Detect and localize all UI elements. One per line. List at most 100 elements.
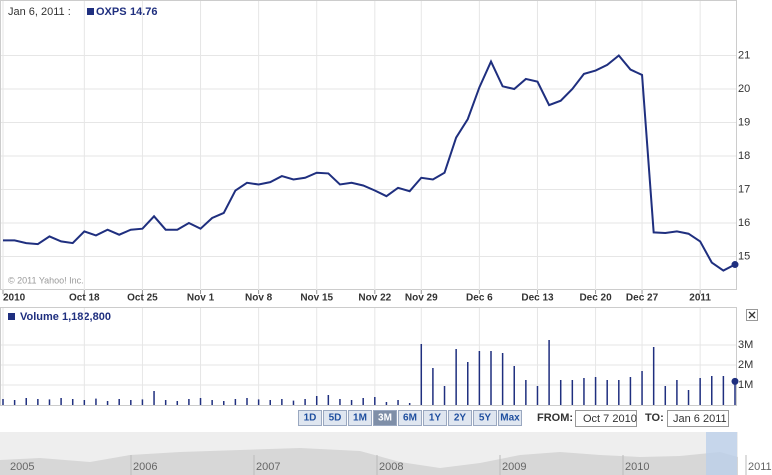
volume-legend-name: Volume [20,311,59,323]
range-button[interactable] [373,410,397,426]
volume-bar [118,399,120,405]
price-frame [0,0,737,290]
to-value: Jan 6 2011 [673,413,727,425]
volume-bar [548,340,550,405]
x-tick-label: Oct 25 [127,293,158,304]
volume-bar [83,400,86,405]
x-tick-label: Dec 20 [579,293,612,304]
navigator-selection[interactable] [706,432,737,475]
range-button-label: 5Y [479,413,492,424]
volume-bar [292,400,295,405]
volume-bar [455,349,457,405]
legend-name: OXPS [96,6,127,18]
volume-bar [641,371,643,405]
volume-bar [478,351,481,405]
from-input[interactable] [575,410,637,427]
volume-bar [2,399,4,405]
volume-bar [304,399,306,405]
navigator-year: 2011 [748,461,772,473]
volume-bar [513,366,515,405]
close-button[interactable] [746,309,758,321]
volume-frame [0,307,737,406]
volume-bar [176,401,179,405]
volume-bar [664,386,667,405]
volume-bar [408,403,411,405]
range-button-label: 1M [353,413,367,424]
volume-bar [420,344,423,405]
range-button-label: 1Y [429,413,442,424]
navigator-year: 2009 [502,461,526,473]
x-tick-label: Nov 15 [300,293,333,304]
legend-value: 14.76 [130,6,158,18]
range-button[interactable] [298,410,322,426]
range-button-label: 2Y [454,413,467,424]
x-tick-label: Nov 29 [405,293,438,304]
x-tick-label: Nov 8 [245,293,273,304]
navigator-year: 2005 [10,461,34,473]
volume-bar [711,376,713,405]
volume-bar [443,386,446,405]
copyright: © 2011 Yahoo! Inc. [8,275,84,285]
range-button[interactable] [323,410,347,426]
volume-bar [385,402,388,405]
volume-bar [71,399,74,405]
volume-bar [223,401,225,405]
legend-swatch [87,8,94,15]
y-tick-label: 1M [738,379,753,391]
y-tick-label: 3M [738,339,753,351]
range-button-label: 6M [403,413,417,424]
volume-bar [269,400,271,405]
volume-bar [25,398,27,405]
volume-bar [362,398,364,405]
x-tick-label: 2010 [3,293,26,304]
volume-bar [60,398,62,405]
date-label: Jan 6, 2011 : [8,6,71,18]
volume-bar [397,400,399,405]
x-tick-label: Nov 22 [358,293,391,304]
range-button-label: Max [500,413,520,424]
volume-bar [281,399,283,405]
range-button[interactable] [348,410,372,426]
y-tick-label: 15 [738,250,750,262]
volume-bar [13,400,16,405]
volume-bar [350,400,353,405]
y-tick-label: 2M [738,359,753,371]
navigator-area [0,448,738,475]
volume-bar [130,400,132,405]
volume-bar [687,390,690,405]
volume-bar [246,398,248,405]
volume-bar [37,399,39,405]
range-button-label: 1D [304,413,317,424]
to-input[interactable] [667,410,729,427]
range-button[interactable] [473,410,497,426]
volume-bar [141,399,144,405]
range-button-label: 3M [378,413,392,424]
volume-bar [327,395,330,405]
range-button[interactable] [398,410,422,426]
volume-bar [722,376,725,405]
x-tick-label: Dec 13 [521,293,554,304]
from-label: FROM: [537,412,573,424]
volume-bar [95,398,97,405]
range-button[interactable] [423,410,447,426]
volume-bar [106,401,109,405]
volume-bar [734,381,736,405]
volume-bar [467,362,469,405]
y-tick-label: 16 [738,217,750,229]
volume-bar [48,399,51,405]
range-button[interactable] [498,410,522,426]
volume-bar [257,399,260,405]
y-tick-label: 20 [738,83,750,95]
range-button-label: 5D [329,413,342,424]
x-tick-label: Nov 1 [187,293,215,304]
last-point [731,261,739,269]
navigator-year: 2006 [133,461,157,473]
volume-bar [571,380,574,405]
volume-bar [432,368,434,405]
to-label: TO: [645,412,664,424]
last-volume [731,377,739,385]
volume-bar [501,353,504,405]
range-button[interactable] [448,410,472,426]
